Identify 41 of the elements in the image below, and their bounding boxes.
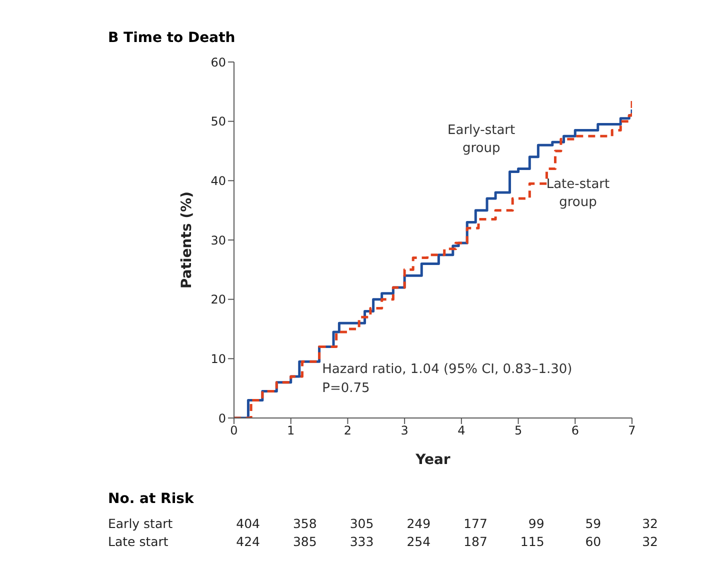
text: 177	[462, 516, 488, 531]
text: 60	[584, 534, 602, 549]
text: 305	[348, 516, 374, 531]
x-tick-label: 0	[230, 424, 238, 438]
chart-title: B Time to Death	[108, 30, 236, 46]
text: No. at Risk	[108, 491, 194, 507]
text: 358	[292, 516, 317, 531]
x-tick-label: 4	[458, 424, 466, 438]
x-tick-label: 3	[400, 424, 408, 438]
text: 424	[235, 534, 260, 549]
x-tick-label: 6	[571, 424, 579, 438]
y-tick-label: 0	[218, 411, 226, 426]
x-tick-label: 7	[628, 424, 636, 438]
text: 32	[641, 534, 658, 549]
series-label: Late-start group	[545, 176, 611, 212]
x-tick-label: 1	[287, 424, 295, 438]
text: 115	[519, 534, 544, 549]
text: 249	[406, 516, 431, 531]
text: 59	[584, 516, 602, 531]
y-tick-label: 60	[210, 55, 226, 70]
text: 333	[348, 534, 374, 549]
x-tick-label: 5	[514, 424, 522, 438]
series-label: Early-start group	[446, 122, 516, 158]
text: 254	[406, 534, 431, 549]
text: 187	[462, 534, 488, 549]
x-tick-label: 2	[344, 424, 352, 438]
text: Late start	[108, 534, 168, 549]
annotation: Hazard ratio, 1.04 (95% CI, 0.83–1.30)	[322, 362, 572, 377]
y-tick-label: 40	[210, 174, 226, 188]
text: 385	[292, 534, 317, 549]
y-tick-label: 50	[210, 114, 226, 129]
text: 404	[235, 516, 260, 531]
y-tick-label: 30	[210, 233, 226, 248]
text: 32	[641, 516, 658, 531]
text: 99	[527, 516, 544, 531]
y-tick-label: 10	[210, 352, 226, 366]
text: Early start	[108, 516, 173, 531]
x-axis-title: Year	[414, 452, 450, 468]
y-tick-label: 20	[210, 292, 226, 307]
y-axis-title: Patients (%)	[178, 191, 195, 289]
annotation: P=0.75	[322, 380, 370, 396]
